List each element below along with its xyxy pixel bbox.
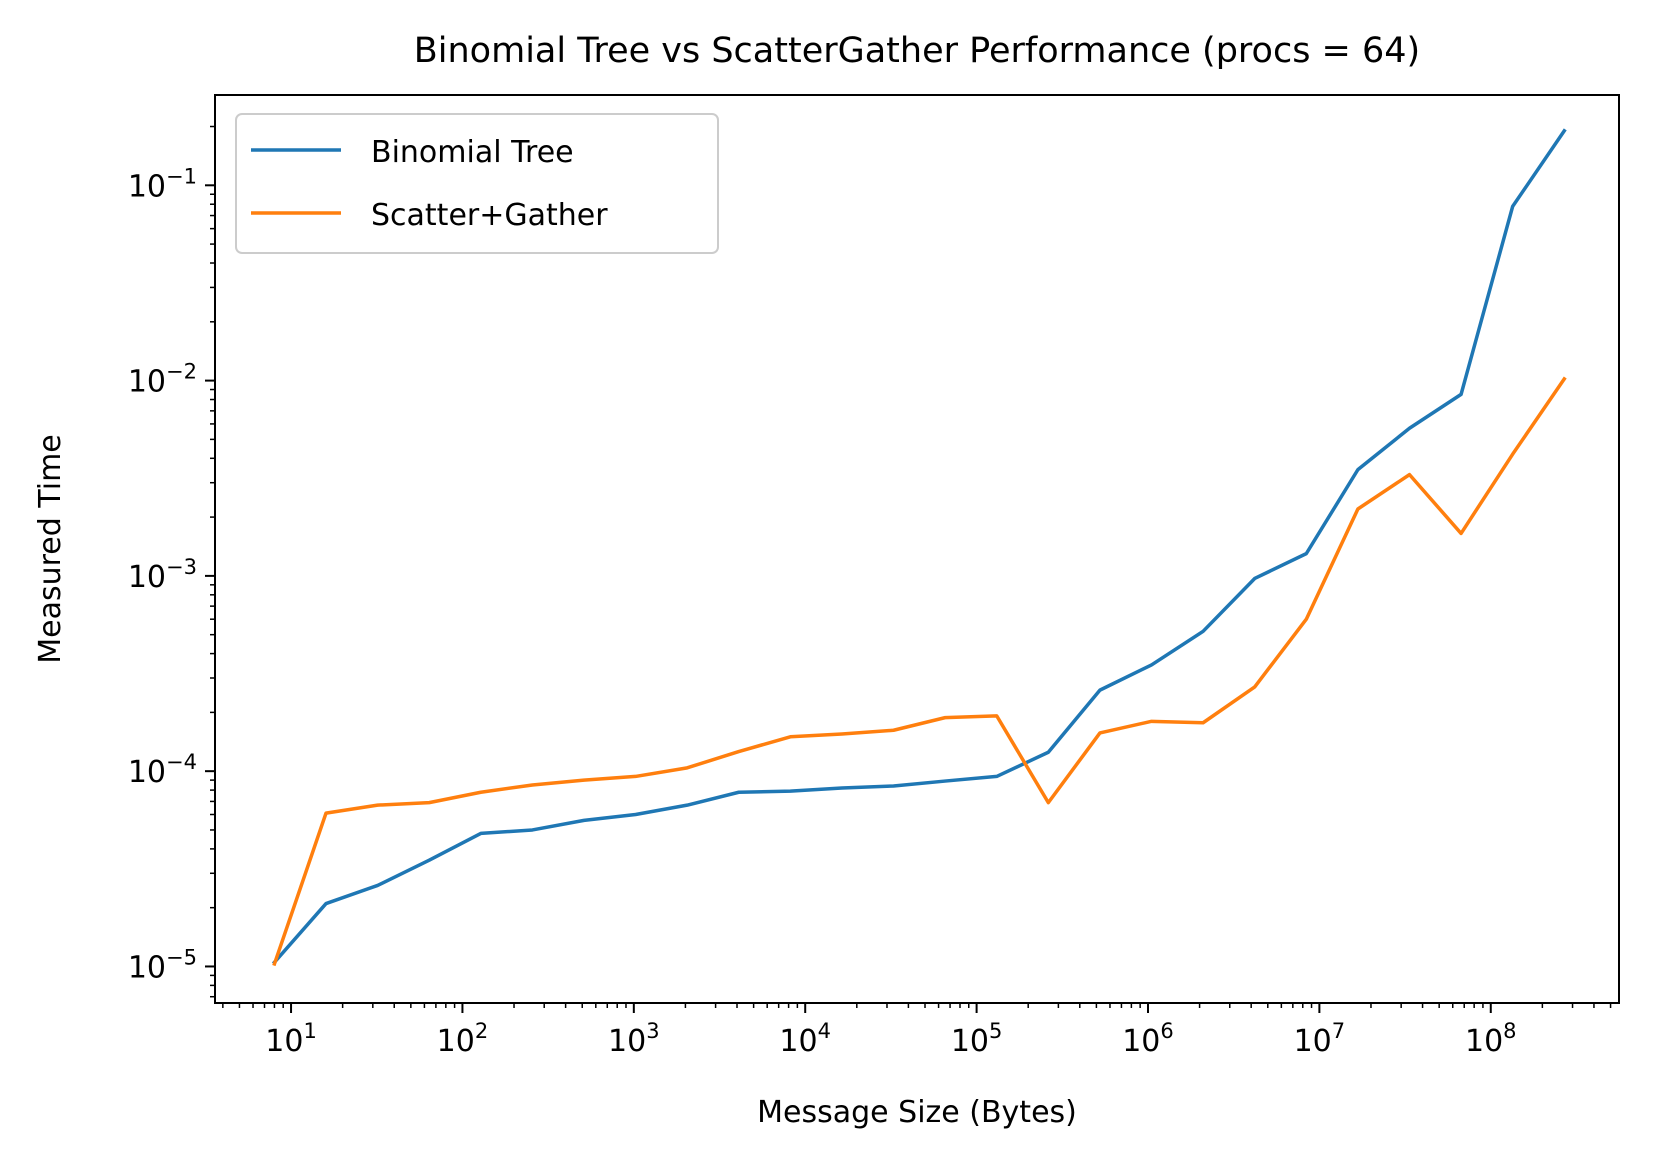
- x-tick-label: 103: [608, 1019, 660, 1059]
- plot-lines: [271, 128, 1567, 967]
- x-tick-label: 102: [437, 1019, 489, 1059]
- x-tick-label: 107: [1294, 1019, 1346, 1059]
- chart-title: Binomial Tree vs ScatterGather Performan…: [414, 31, 1420, 71]
- x-tick-label: 106: [1122, 1019, 1174, 1059]
- series-line-scatter-gather: [272, 376, 1567, 967]
- x-tick-label: 101: [265, 1019, 317, 1059]
- y-tick-label: 10−1: [128, 164, 197, 204]
- x-tick-label: 104: [779, 1019, 831, 1059]
- x-axis-label: Message Size (Bytes): [757, 1095, 1077, 1130]
- x-tick-label: 108: [1465, 1019, 1517, 1059]
- x-axis-ticks: 101 102 103 104 105 106 107 108: [222, 1003, 1612, 1059]
- x-tick-label: 105: [951, 1019, 1003, 1059]
- legend-label-binomial-tree: Binomial Tree: [371, 135, 574, 170]
- y-tick-label: 10−4: [128, 750, 197, 790]
- y-tick-label: 10−3: [128, 555, 197, 595]
- y-tick-label: 10−2: [128, 360, 197, 400]
- series-line-binomial-tree: [271, 128, 1567, 965]
- legend: Binomial Tree Scatter+Gather: [235, 113, 719, 254]
- y-axis-ticks: 10−5 10−4 10−3 10−2 10−1: [128, 125, 215, 998]
- y-tick-label: 10−5: [128, 945, 197, 985]
- legend-box: [235, 113, 719, 254]
- y-axis-label: Measured Time: [33, 434, 68, 664]
- legend-label-scatter-gather: Scatter+Gather: [371, 198, 608, 233]
- plot-frame: [214, 94, 1620, 1004]
